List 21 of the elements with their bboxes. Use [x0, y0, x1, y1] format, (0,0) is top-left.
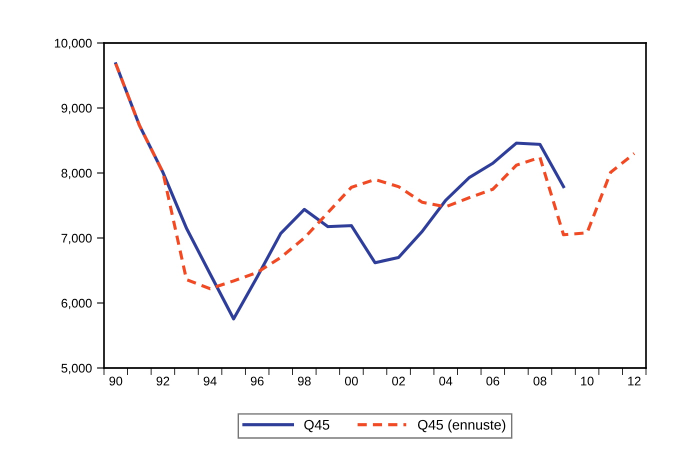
x-tick-label: 06	[486, 376, 500, 386]
x-tick-label: 12	[628, 376, 641, 386]
x-tick-label: 98	[298, 376, 311, 386]
y-tick-label: 5,000	[61, 364, 92, 374]
x-tick-label: 04	[439, 376, 452, 386]
y-tick-label: 10,000	[54, 38, 92, 50]
x-tick-label: 92	[156, 376, 170, 386]
x-tick-label: 90	[109, 376, 122, 386]
x-tick-label: 02	[392, 376, 405, 386]
x-tick-label: 96	[250, 376, 264, 386]
line-series	[114, 62, 636, 290]
x-tick-label: 08	[533, 376, 546, 386]
y-tick-label: 9,000	[62, 104, 92, 114]
y-tick-label: 8,000	[61, 168, 92, 180]
legend-label: Q45	[304, 420, 330, 432]
x-tick-label: 00	[344, 376, 358, 386]
y-tick-label: 7,000	[62, 234, 92, 244]
x-tick-label: 10	[581, 376, 594, 386]
y-tick-label: 6,000	[62, 298, 92, 310]
x-tick-label: 94	[204, 376, 217, 386]
legend-label: Q45 (ennuste)	[418, 420, 506, 432]
